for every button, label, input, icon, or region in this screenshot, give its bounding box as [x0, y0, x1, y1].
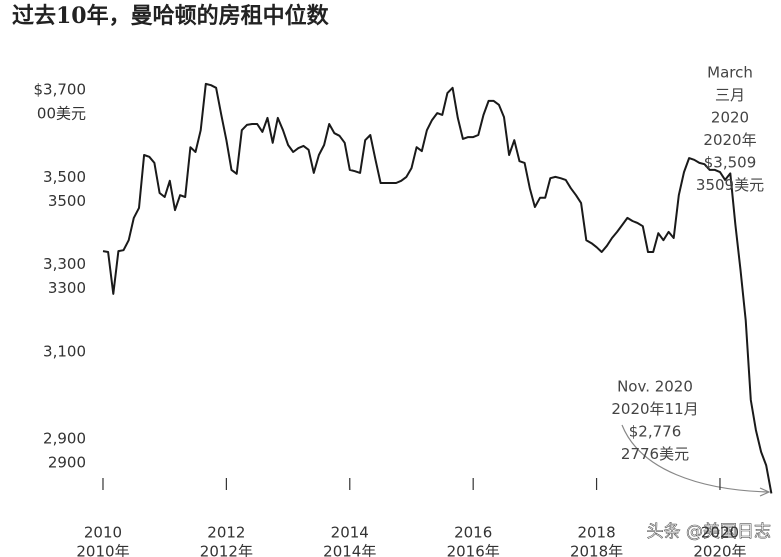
annotation-text: March [707, 64, 753, 82]
y-tick-label: 2,900 [43, 430, 86, 448]
x-tick-label: 2016 [454, 524, 492, 542]
y-tick-label-translation: 2900 [48, 454, 86, 472]
chart-title: 过去10年，曼哈顿的房租中位数 [12, 3, 330, 29]
x-tick-label-translation: 2020年 [693, 543, 746, 557]
watermark: 头条 @美国日志 [647, 522, 771, 542]
y-tick-label-translation: 3500 [48, 192, 86, 210]
arrow-head [759, 487, 771, 497]
annotation-text: $3,509 [704, 154, 757, 172]
y-tick-label-translation: 3300 [48, 279, 86, 297]
x-tick-label-translation: 2014年 [323, 543, 376, 557]
y-tick-label: 3,100 [43, 342, 86, 360]
x-tick-label: 2020 [701, 524, 739, 542]
annotation-text: 2776美元 [621, 445, 689, 463]
y-tick-label-translation: 00美元 [37, 104, 86, 122]
annotation-text: 2020年 [703, 131, 756, 149]
y-tick-label: 3,500 [43, 168, 86, 186]
annotation-text: 三月 [715, 86, 745, 104]
annotation-text: $2,776 [629, 423, 682, 441]
annotation-arrow [621, 424, 769, 493]
x-tick-label-translation: 2018年 [570, 543, 623, 557]
annotation-text: 3509美元 [696, 176, 764, 194]
line [102, 82, 773, 494]
x-tick-label-translation: 2010年 [76, 543, 129, 557]
x-tick-label: 2012 [207, 524, 245, 542]
y-tick-label: 3,300 [43, 255, 86, 273]
x-tick-label: 2010 [84, 524, 122, 542]
y-tick-label: $3,700 [34, 80, 87, 98]
annotation-text: 2020年11月 [611, 400, 698, 418]
x-tick-label: 2018 [577, 524, 615, 542]
x-tick-label: 2014 [331, 524, 369, 542]
annotation-text: 2020 [711, 109, 749, 127]
x-tick-label-translation: 2016年 [447, 543, 500, 557]
x-tick-label-translation: 2012年 [200, 543, 253, 557]
annotation-text: Nov. 2020 [617, 378, 693, 396]
